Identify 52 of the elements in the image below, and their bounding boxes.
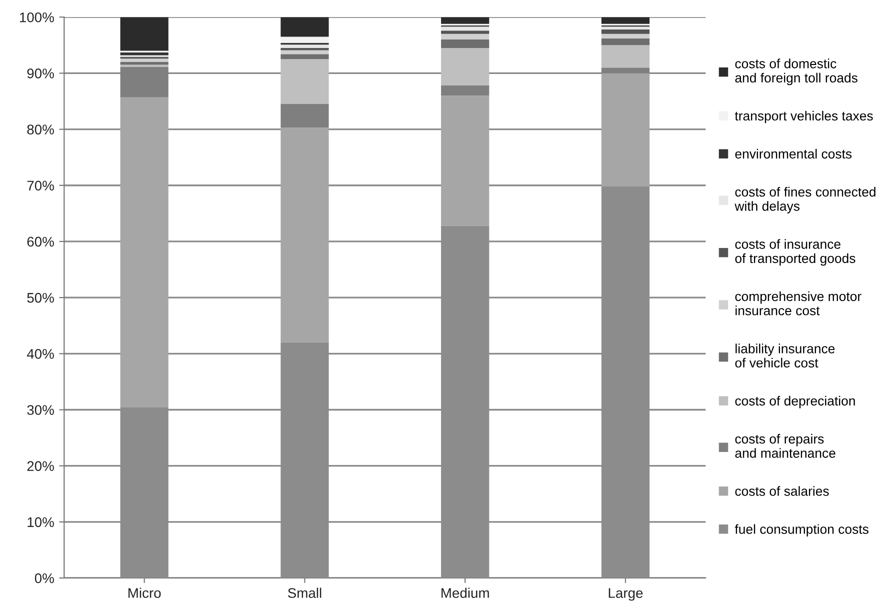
bar <box>120 17 168 51</box>
bar <box>441 17 490 24</box>
legend-label: costs of domestic and foreign toll roads <box>735 58 858 86</box>
legend-label: costs of salaries <box>735 486 829 496</box>
x-tick-label: Large <box>608 588 643 601</box>
bar <box>601 73 650 186</box>
bar <box>120 58 168 62</box>
x-tick-label: Small <box>288 588 322 598</box>
legend-label: liability insurance of vehicle cost <box>735 344 835 368</box>
y-tick-label: 60% <box>27 236 54 247</box>
y-tick-label: 50% <box>27 292 54 303</box>
legend-label: transport vehicles taxes <box>734 110 873 124</box>
bar <box>601 26 650 30</box>
y-tick-label: 40% <box>26 348 54 359</box>
y-tick-label: 30% <box>27 405 54 415</box>
legend-label: costs of fines connected with delays <box>734 186 876 214</box>
bar <box>601 29 650 34</box>
y-tick-label: 10% <box>28 517 54 528</box>
bar <box>441 26 490 31</box>
bar <box>280 104 329 128</box>
legend-label: costs of depreciation <box>735 396 855 408</box>
bar <box>120 62 168 65</box>
bar <box>441 40 490 48</box>
y-tick-label: 100% <box>20 12 54 22</box>
bar <box>601 17 650 24</box>
bar <box>601 45 650 68</box>
legend-label: fuel consumption costs <box>734 524 868 536</box>
bar <box>280 17 329 37</box>
bar <box>280 59 329 104</box>
y-tick-label: 0% <box>34 573 54 584</box>
bar <box>601 34 650 38</box>
bar <box>120 97 168 408</box>
bar <box>280 54 329 60</box>
y-tick-label: 70% <box>27 180 54 191</box>
bar <box>441 34 490 40</box>
x-tick-label: Medium <box>442 588 489 598</box>
bar <box>280 48 329 50</box>
bar <box>441 30 490 34</box>
legend-label: costs of repairs and maintenance <box>735 434 836 458</box>
bar <box>441 86 490 96</box>
legend-label: costs of insurance of transported goods <box>735 239 856 266</box>
bar <box>280 50 329 54</box>
y-tick-label: 90% <box>27 68 54 78</box>
bar <box>441 48 490 86</box>
bar <box>441 96 490 226</box>
legend-label: environmental costs <box>735 148 852 159</box>
y-tick-label: 80% <box>27 124 54 134</box>
bar <box>601 38 650 46</box>
x-tick-label: Micro <box>128 588 161 598</box>
bar <box>280 128 329 342</box>
y-tick-label: 20% <box>27 461 54 471</box>
legend-label: comprehensive motor insurance cost <box>735 291 862 316</box>
